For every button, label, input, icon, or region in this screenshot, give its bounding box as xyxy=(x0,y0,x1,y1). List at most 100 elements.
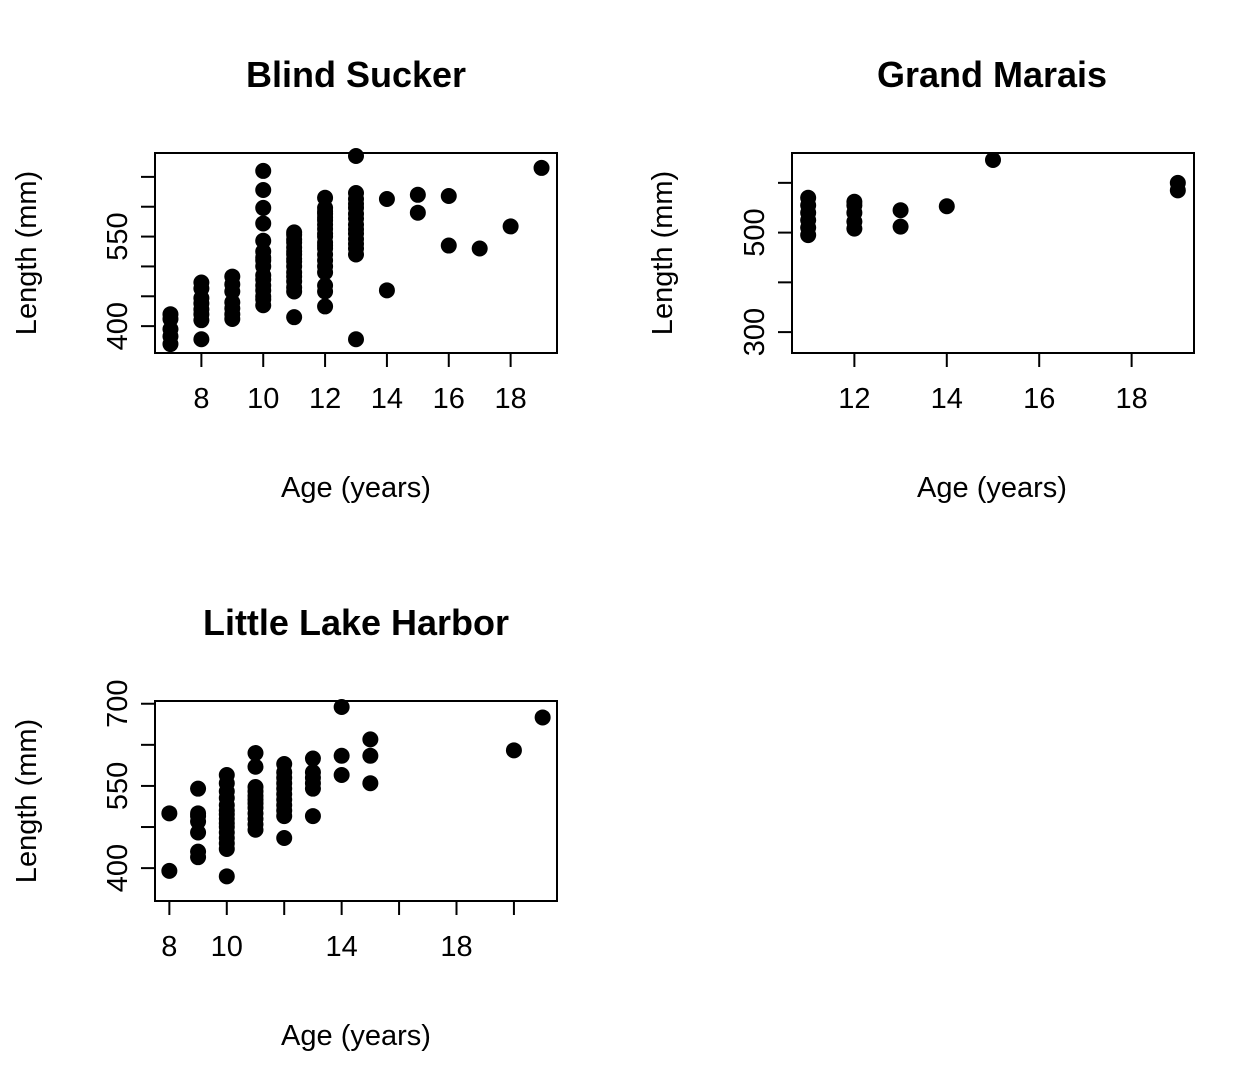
y-tick-label: 300 xyxy=(739,308,771,356)
x-axis-label: Age (years) xyxy=(917,472,1067,504)
data-point xyxy=(276,756,293,773)
x-tick-label: 16 xyxy=(433,383,465,415)
data-point xyxy=(892,218,909,235)
x-tick-label: 10 xyxy=(247,383,279,415)
data-point xyxy=(255,215,272,232)
data-points xyxy=(800,151,1186,244)
x-tick-label: 14 xyxy=(931,383,963,415)
x-ticks: 8 10 14 18 xyxy=(161,901,515,963)
panel-title: Little Lake Harbor xyxy=(203,602,509,643)
data-point xyxy=(255,162,272,179)
panel-blind-sucker: Blind Sucker Age (years) Length (mm) 8 10… xyxy=(11,54,558,504)
x-tick-label: 12 xyxy=(838,383,870,415)
data-point xyxy=(348,147,364,164)
data-point xyxy=(304,808,321,825)
data-point xyxy=(505,742,522,759)
data-point xyxy=(247,758,264,775)
data-points xyxy=(162,147,550,353)
data-point xyxy=(304,750,321,767)
y-tick-label: 500 xyxy=(739,208,771,256)
y-tick-label: 400 xyxy=(102,302,134,350)
data-point xyxy=(286,224,303,241)
data-point xyxy=(255,232,272,249)
data-point xyxy=(348,331,364,348)
data-point xyxy=(534,709,551,726)
plot-frame xyxy=(154,700,558,902)
y-tick-label: 700 xyxy=(102,680,134,728)
x-tick-label: 18 xyxy=(440,931,472,963)
data-point xyxy=(938,198,955,215)
x-tick-label: 18 xyxy=(1115,383,1147,415)
data-point xyxy=(378,282,395,299)
panel-grand-marais: Grand Marais Age (years) Length (mm) 12 1… xyxy=(647,54,1195,504)
x-tick-label: 8 xyxy=(161,931,177,963)
y-axis-label: Length (mm) xyxy=(11,719,43,883)
x-tick-label: 12 xyxy=(309,383,341,415)
data-point xyxy=(800,189,817,206)
x-ticks: 8 10 12 14 16 18 xyxy=(193,353,527,415)
data-points xyxy=(161,699,551,885)
data-point xyxy=(409,186,426,203)
data-point xyxy=(1169,174,1186,191)
data-point xyxy=(247,779,264,796)
y-ticks: 300 500 xyxy=(739,181,792,356)
data-point xyxy=(533,159,550,176)
y-ticks: 400 550 700 xyxy=(102,680,155,892)
data-point xyxy=(193,331,210,348)
x-tick-label: 18 xyxy=(494,383,526,415)
data-point xyxy=(502,218,519,235)
data-point xyxy=(440,237,457,254)
y-tick-label: 550 xyxy=(102,762,134,810)
x-axis-label: Age (years) xyxy=(281,472,431,504)
x-tick-label: 14 xyxy=(371,383,403,415)
data-point xyxy=(985,151,1001,168)
data-point xyxy=(362,747,379,764)
plot-frame xyxy=(791,152,1195,354)
data-point xyxy=(286,309,303,326)
y-axis-label: Length (mm) xyxy=(647,171,679,335)
data-point xyxy=(892,202,909,219)
data-point xyxy=(471,240,488,257)
data-point xyxy=(317,189,334,206)
data-point xyxy=(162,306,179,323)
data-point xyxy=(317,277,334,294)
data-point xyxy=(190,824,207,841)
panel-title: Blind Sucker xyxy=(246,54,466,95)
x-tick-label: 10 xyxy=(211,931,243,963)
data-point xyxy=(409,204,426,221)
data-point xyxy=(190,843,207,860)
data-point xyxy=(218,766,235,783)
data-point xyxy=(255,182,272,199)
y-tick-label: 400 xyxy=(102,844,134,892)
data-point xyxy=(348,185,364,201)
data-point xyxy=(255,199,272,216)
x-tick-label: 16 xyxy=(1023,383,1055,415)
data-point xyxy=(362,731,379,748)
x-tick-label: 8 xyxy=(193,383,209,415)
y-tick-label: 550 xyxy=(102,212,134,260)
y-ticks: 400 550 xyxy=(102,175,155,350)
data-point xyxy=(190,805,207,822)
data-point xyxy=(304,764,321,781)
data-point xyxy=(440,187,457,204)
data-point xyxy=(247,745,264,762)
data-point xyxy=(846,193,863,210)
data-point xyxy=(317,298,334,315)
data-point xyxy=(218,868,235,885)
x-axis-label: Age (years) xyxy=(281,1020,431,1052)
data-point xyxy=(161,805,178,822)
x-tick-label: 14 xyxy=(326,931,358,963)
data-point xyxy=(333,699,350,716)
data-point xyxy=(161,862,178,879)
data-point xyxy=(224,268,241,285)
data-point xyxy=(362,775,379,792)
data-point xyxy=(276,829,293,846)
data-point xyxy=(378,190,395,207)
y-axis-label: Length (mm) xyxy=(11,171,43,335)
data-point xyxy=(333,747,350,764)
data-point xyxy=(333,766,350,783)
panel-little-lake-harbor: Little Lake Harbor Age (years) Length (m… xyxy=(11,602,558,1052)
data-point xyxy=(190,780,207,797)
data-point xyxy=(193,274,210,291)
